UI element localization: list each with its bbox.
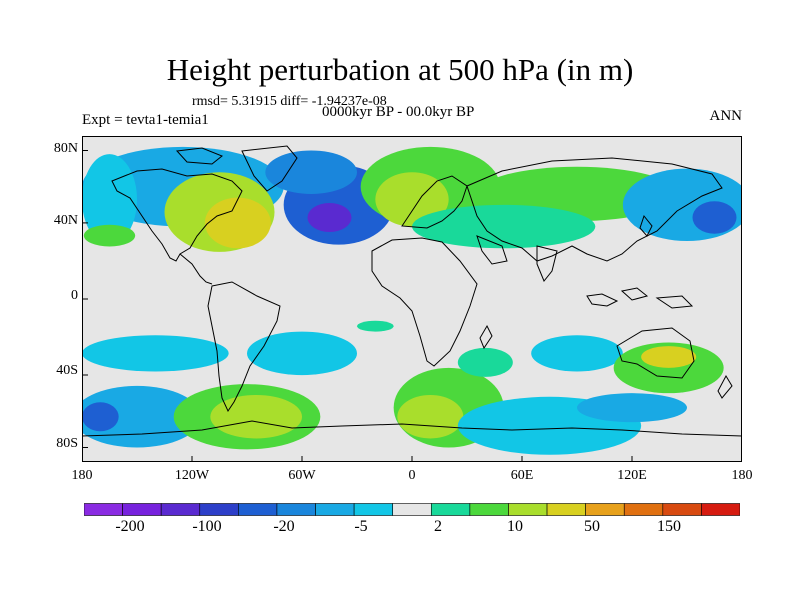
- colorbar-swatch: [585, 503, 625, 516]
- colorbar-swatch: [160, 503, 201, 516]
- colorbar-swatch: [238, 503, 278, 516]
- colorbar-label: -20: [273, 518, 295, 535]
- colorbar-swatch: [392, 503, 432, 516]
- field-contour-region: [247, 331, 357, 376]
- colorbar-swatch: [276, 503, 316, 516]
- field-contour-region: [82, 402, 119, 432]
- field-contour-region: [641, 346, 697, 368]
- colorbar-label: -100: [192, 518, 222, 535]
- colorbar-swatch: [122, 503, 162, 516]
- field-contour-region: [531, 335, 623, 372]
- page-title: Height perturbation at 500 hPa (in m): [166, 52, 634, 87]
- field-contour-region: [412, 204, 596, 249]
- colorbar-swatch: [84, 503, 123, 516]
- field-contour-region: [397, 394, 464, 439]
- map-ticks: [82, 150, 633, 462]
- field-contour-region: [692, 201, 737, 234]
- lon-label-180e: 180: [731, 468, 753, 483]
- field-contour-region: [265, 150, 357, 194]
- field-contour-region: [83, 224, 136, 247]
- colorbar-swatch: [469, 503, 509, 516]
- season-label: ANN: [709, 108, 743, 124]
- lat-label-80s: 80S: [56, 436, 78, 451]
- colorbar: [84, 503, 740, 516]
- colorbar-swatch: [353, 503, 394, 516]
- colorbar-swatch: [430, 503, 471, 516]
- colorbar-label: 2: [434, 518, 442, 535]
- field-contour-region: [210, 394, 302, 439]
- field-contour-region: [577, 393, 687, 423]
- colorbar-swatch: [315, 503, 355, 516]
- field-contour-region: [375, 172, 449, 227]
- lat-label-40n: 40N: [53, 213, 78, 228]
- lon-label-180w: 180: [71, 468, 93, 483]
- colorbar-label: 150: [657, 518, 681, 535]
- lon-label-60e: 60E: [510, 468, 534, 483]
- field-contour-region: [204, 197, 271, 249]
- colorbar-label: 50: [584, 518, 600, 535]
- lon-label-120e: 120E: [617, 468, 647, 483]
- colorbar-label: -200: [115, 518, 145, 535]
- colorbar-label: 10: [507, 518, 523, 535]
- colorbar-swatch: [508, 503, 548, 516]
- coastlines: [82, 145, 742, 437]
- lat-label-0: 0: [71, 288, 78, 303]
- field-contours: [82, 146, 742, 455]
- colorbar-swatch: [701, 503, 740, 516]
- field-contour-region: [82, 335, 229, 372]
- colorbar-label: -5: [354, 518, 368, 535]
- colorbar-swatch: [623, 503, 664, 516]
- lon-label-120w: 120W: [174, 468, 210, 483]
- field-contour-region: [457, 347, 513, 377]
- field-contour-region: [357, 320, 394, 332]
- experiment-label: Expt = tevta1-temia1: [82, 112, 209, 128]
- colorbar-swatch: [546, 503, 586, 516]
- field-contour-region: [307, 203, 352, 232]
- stats-line: rmsd= 5.31915 diff= -1.94237e-08: [192, 94, 387, 109]
- lat-label-40s: 40S: [56, 363, 78, 378]
- lon-label-60w: 60W: [288, 468, 316, 483]
- colorbar-swatch: [199, 503, 239, 516]
- lon-label-0: 0: [408, 468, 416, 483]
- map-plot: [82, 136, 742, 462]
- period-label: 0000kyr BP - 00.0kyr BP: [322, 104, 475, 120]
- colorbar-swatch: [662, 503, 702, 516]
- lat-label-80n: 80N: [53, 141, 78, 156]
